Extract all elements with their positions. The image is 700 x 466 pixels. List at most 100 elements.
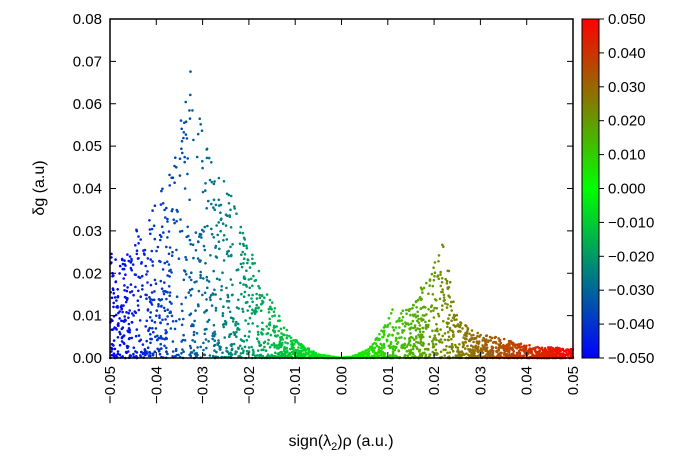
data-point bbox=[213, 349, 216, 352]
data-point bbox=[437, 254, 441, 257]
data-point bbox=[496, 353, 500, 356]
data-point bbox=[272, 329, 275, 332]
data-point bbox=[394, 326, 398, 329]
data-point bbox=[512, 349, 515, 353]
data-point bbox=[421, 314, 425, 317]
data-point bbox=[534, 349, 537, 353]
data-point bbox=[420, 288, 424, 291]
data-point bbox=[436, 274, 440, 278]
data-point bbox=[119, 332, 122, 336]
data-point bbox=[242, 283, 245, 286]
data-point bbox=[383, 324, 387, 327]
data-point bbox=[556, 352, 560, 356]
data-point bbox=[168, 269, 171, 273]
data-point bbox=[221, 271, 224, 275]
data-point bbox=[452, 300, 455, 304]
data-point bbox=[367, 352, 371, 355]
data-point bbox=[400, 346, 403, 349]
data-point bbox=[222, 259, 226, 262]
data-point bbox=[153, 290, 156, 293]
data-point bbox=[295, 339, 299, 343]
data-point bbox=[565, 348, 568, 352]
data-point bbox=[226, 293, 229, 297]
data-point bbox=[439, 270, 443, 274]
data-point bbox=[234, 352, 237, 356]
colorbar-tick-label: −0.030 bbox=[608, 282, 654, 299]
data-point bbox=[129, 266, 133, 270]
data-point bbox=[199, 276, 202, 280]
data-point bbox=[131, 263, 135, 266]
data-point bbox=[555, 350, 558, 354]
data-point bbox=[246, 258, 249, 261]
data-point bbox=[280, 350, 284, 354]
data-point bbox=[195, 353, 199, 357]
data-point bbox=[229, 208, 232, 212]
data-point bbox=[536, 350, 539, 354]
data-point bbox=[207, 340, 210, 343]
data-point bbox=[247, 350, 251, 353]
data-point bbox=[378, 332, 381, 336]
data-point bbox=[184, 296, 188, 299]
data-point bbox=[159, 347, 162, 351]
data-point bbox=[114, 258, 117, 261]
data-point bbox=[157, 298, 161, 301]
data-point bbox=[214, 306, 218, 310]
data-point bbox=[248, 305, 251, 308]
data-point bbox=[262, 348, 265, 352]
data-point bbox=[247, 346, 251, 349]
data-point bbox=[188, 117, 192, 120]
data-point bbox=[137, 308, 141, 312]
data-point bbox=[133, 273, 137, 276]
data-point bbox=[145, 350, 148, 354]
data-point bbox=[285, 346, 289, 350]
data-point bbox=[457, 353, 460, 356]
data-point bbox=[450, 319, 453, 323]
data-point bbox=[304, 353, 307, 357]
data-point bbox=[179, 218, 182, 221]
data-point bbox=[197, 289, 201, 293]
data-point bbox=[278, 340, 282, 344]
data-point bbox=[468, 339, 471, 343]
data-point bbox=[116, 352, 120, 356]
data-point bbox=[431, 340, 434, 343]
data-point bbox=[186, 157, 189, 160]
data-point bbox=[188, 275, 191, 279]
data-point bbox=[207, 318, 211, 322]
data-point bbox=[196, 132, 200, 136]
colorbar-tick-label: 0.030 bbox=[608, 79, 646, 96]
data-point bbox=[433, 261, 437, 264]
data-point bbox=[425, 347, 428, 351]
data-point bbox=[239, 225, 243, 229]
data-point bbox=[400, 319, 404, 322]
data-point bbox=[205, 298, 208, 301]
data-point bbox=[160, 287, 164, 291]
data-point bbox=[173, 181, 176, 184]
data-point bbox=[165, 260, 169, 264]
data-point bbox=[433, 334, 437, 337]
data-point bbox=[165, 245, 168, 249]
data-point bbox=[132, 293, 135, 297]
data-point bbox=[123, 259, 126, 262]
data-point bbox=[428, 284, 432, 287]
data-point bbox=[482, 346, 485, 349]
data-point bbox=[135, 252, 139, 256]
data-point bbox=[126, 253, 129, 256]
data-point bbox=[277, 329, 281, 333]
data-point bbox=[403, 346, 407, 350]
data-point bbox=[414, 328, 418, 332]
data-point bbox=[447, 269, 451, 273]
data-point bbox=[489, 339, 493, 342]
data-point bbox=[144, 353, 147, 357]
data-point bbox=[175, 208, 179, 212]
data-point bbox=[189, 70, 192, 73]
data-point bbox=[170, 302, 173, 305]
data-point bbox=[168, 300, 172, 304]
data-point bbox=[398, 336, 401, 340]
colorbar-tick-label: −0.050 bbox=[608, 350, 654, 367]
data-point bbox=[510, 341, 513, 345]
data-point bbox=[490, 336, 494, 340]
data-point bbox=[123, 315, 126, 318]
data-point bbox=[506, 344, 510, 348]
data-point bbox=[275, 344, 278, 347]
data-point bbox=[193, 340, 197, 344]
